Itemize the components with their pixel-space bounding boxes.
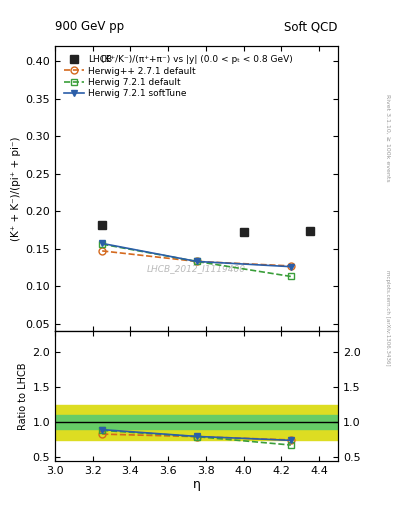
Herwig 7.2.1 default [100, 241, 105, 247]
Text: 900 GeV pp: 900 GeV pp [55, 20, 124, 33]
LHCB [100, 222, 105, 228]
Text: (K⁺/K⁻)/(π⁺+π⁻) vs |y| (0.0 < pₜ < 0.8 GeV): (K⁺/K⁻)/(π⁺+π⁻) vs |y| (0.0 < pₜ < 0.8 G… [101, 55, 292, 63]
Herwig 7.2.1 softTune [288, 264, 293, 270]
LHCB [241, 229, 246, 235]
Line: Herwig 7.2.1 softTune: Herwig 7.2.1 softTune [99, 240, 294, 270]
Herwig++ 2.7.1 default [194, 259, 199, 265]
Bar [55, 415, 338, 429]
Herwig++ 2.7.1 default [100, 248, 105, 254]
Herwig 7.2.1 default [288, 273, 293, 280]
Legend: LHCB, Herwig++ 2.7.1 default, Herwig 7.2.1 default, Herwig 7.2.1 softTune: LHCB, Herwig++ 2.7.1 default, Herwig 7.2… [62, 53, 197, 100]
Bar [55, 405, 338, 440]
Herwig 7.2.1 default [194, 259, 199, 265]
X-axis label: η: η [193, 478, 200, 492]
Herwig++ 2.7.1 default [288, 263, 293, 269]
Line: Herwig 7.2.1 default: Herwig 7.2.1 default [99, 241, 294, 280]
Line: LHCB: LHCB [98, 221, 314, 237]
Herwig 7.2.1 softTune [194, 259, 199, 265]
Text: Soft QCD: Soft QCD [285, 20, 338, 33]
LHCB [307, 228, 312, 234]
Text: Rivet 3.1.10, ≥ 100k events: Rivet 3.1.10, ≥ 100k events [385, 94, 390, 182]
Line: Herwig++ 2.7.1 default: Herwig++ 2.7.1 default [99, 247, 294, 269]
Y-axis label: Ratio to LHCB: Ratio to LHCB [18, 362, 28, 430]
Text: LHCB_2012_I1119400: LHCB_2012_I1119400 [147, 264, 246, 273]
Y-axis label: (K⁺ + K⁻)/(pi⁺ + pi⁻): (K⁺ + K⁻)/(pi⁺ + pi⁻) [11, 136, 21, 241]
Herwig 7.2.1 softTune [100, 240, 105, 246]
Text: mcplots.cern.ch [arXiv:1306.3436]: mcplots.cern.ch [arXiv:1306.3436] [385, 270, 390, 365]
